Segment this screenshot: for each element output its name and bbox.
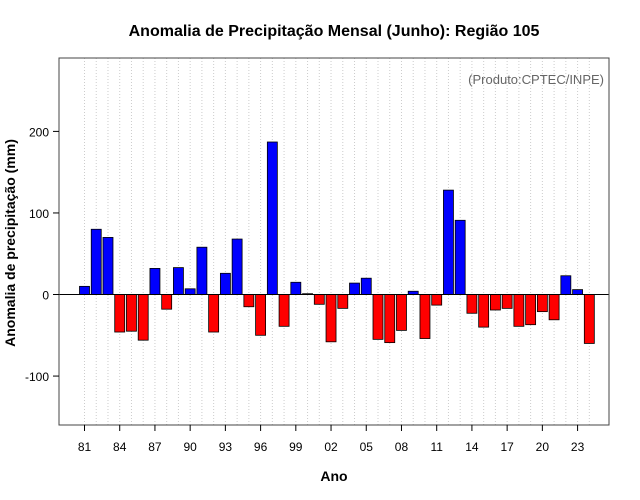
bar-2001: [313, 294, 325, 305]
bar-2002: [325, 294, 337, 343]
bar-2018: [513, 294, 525, 327]
x-tick-label: 84: [113, 440, 127, 454]
bar-2021: [548, 294, 560, 321]
y-axis: -100 0 100 200: [25, 125, 59, 384]
x-tick-label: 14: [465, 440, 479, 454]
x-tick-label: 08: [395, 440, 409, 454]
bar-2022: [560, 275, 572, 295]
x-axis: 81 84 87 90 93 96 99 02 05 08 11 14 17 20 23: [78, 425, 585, 454]
bar-1989: [173, 267, 184, 295]
bar-1996: [255, 294, 267, 336]
bar-2019: [525, 294, 537, 326]
x-tick-label: 02: [324, 440, 338, 454]
x-tick-label: 11: [430, 440, 443, 454]
bar-2008: [396, 294, 407, 331]
bar-2024: [583, 294, 595, 344]
bar-1992: [208, 294, 220, 333]
credit-label: (Produto:CPTEC/INPE): [468, 72, 604, 87]
bar-2014: [466, 294, 478, 314]
x-tick-label: 20: [536, 440, 550, 454]
x-tick-label: 96: [254, 440, 268, 454]
bar-1983: [102, 237, 114, 295]
bar-1994: [231, 238, 243, 295]
bar-2007: [384, 294, 396, 344]
bar-2013: [454, 219, 466, 295]
y-axis-title: Anomalia de precipitação (mm): [2, 139, 18, 347]
y-tick-label: 100: [29, 207, 49, 221]
bar-1985: [126, 294, 137, 332]
x-tick-label: 23: [571, 440, 585, 454]
y-tick-label: 0: [42, 289, 49, 303]
bar-2016: [489, 294, 501, 311]
bar-2012: [443, 189, 454, 295]
bar-2023: [572, 289, 583, 295]
bar-2017: [501, 294, 513, 309]
x-tick-label: 05: [360, 440, 374, 454]
x-tick-label: 17: [500, 440, 514, 454]
bar-1990: [184, 288, 196, 295]
vertical-gridlines: [84, 58, 590, 425]
bar-1981: [79, 285, 90, 295]
bar-1982: [90, 228, 102, 295]
bar-1984: [114, 294, 126, 333]
x-tick-label: 99: [289, 440, 303, 454]
x-tick-label: 87: [148, 440, 162, 454]
bar-1999: [290, 281, 302, 295]
bar-1995: [243, 294, 255, 308]
bars-group: [79, 141, 595, 344]
x-tick-label: 93: [219, 440, 233, 454]
bar-2020: [536, 294, 548, 313]
x-axis-title: Ano: [320, 468, 347, 484]
bar-1987: [149, 268, 161, 295]
bar-1998: [278, 294, 290, 327]
bar-2003: [337, 294, 349, 309]
bar-1988: [161, 294, 173, 310]
bar-1986: [137, 294, 149, 341]
bar-2004: [349, 282, 360, 295]
y-tick-label: 200: [29, 125, 49, 139]
y-tick-label: -100: [25, 370, 49, 384]
bar-2011: [431, 294, 443, 306]
bar-2006: [372, 294, 384, 340]
bar-1991: [196, 246, 208, 295]
x-tick-label: 81: [78, 440, 92, 454]
bar-2005: [360, 277, 372, 295]
x-tick-label: 90: [183, 440, 197, 454]
bar-1997: [266, 141, 278, 295]
bar-2010: [419, 294, 431, 339]
chart-title: Anomalia de Precipitação Mensal (Junho):…: [129, 23, 540, 40]
plot-frame: [58, 57, 610, 426]
bar-1993: [219, 272, 231, 295]
bar-2015: [478, 294, 490, 328]
